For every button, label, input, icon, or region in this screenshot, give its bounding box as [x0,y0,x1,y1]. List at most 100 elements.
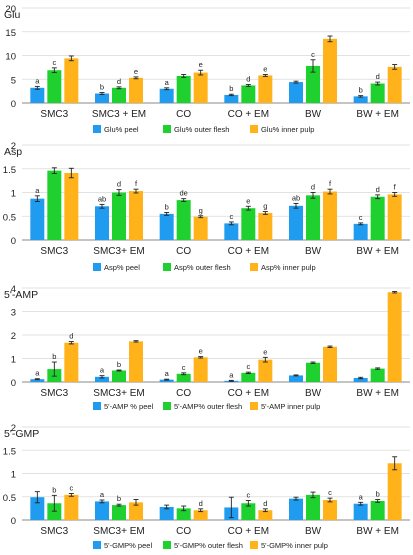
bar [193,357,208,382]
chart-panel: 0 0.5 1 1.5 25'-GMP b c SMC3 a b SMC3+ EM d CO c d CO +… [3,423,410,550]
significance-letter: d [199,499,203,508]
bar [353,503,368,520]
category-label: SMC3 [40,109,68,120]
legend-swatch [93,541,101,549]
category-label: CO [176,388,191,399]
significance-letter: a [35,76,40,85]
legend-label: 5'-GMP% outer flesh [174,541,243,550]
significance-letter: c [328,488,332,497]
y-tick-label: 0.5 [3,212,16,223]
legend-label: 5'-AMP % peel [104,402,154,411]
significance-letter: f [329,179,332,188]
bar [30,497,45,520]
bar [289,375,303,382]
category-label: CO + EM [228,388,269,399]
bar [176,508,191,520]
significance-letter: c [246,490,250,499]
significance-letter: a [100,366,105,375]
bar [30,379,45,382]
panel-title: Asp [4,146,22,158]
significance-letter: a [165,78,170,87]
legend-swatch [250,125,258,133]
category-label: BW + EM [356,246,399,257]
bar [64,494,79,520]
y-tick-label: 0 [11,378,16,389]
significance-letter: d [117,77,121,86]
bar [159,506,174,520]
category-label: SMC3 [40,526,68,537]
bar [95,93,109,103]
bar [129,77,143,103]
bar [306,494,320,520]
bar [64,173,79,240]
significance-letter: a [100,490,105,499]
significance-letter: b [117,494,121,503]
significance-letter: d [311,183,315,192]
significance-letter: g [199,206,203,215]
y-tick-label: 2 [11,423,16,434]
bar [64,342,79,382]
legend-swatch [93,125,101,133]
significance-letter: f [394,183,397,192]
significance-letter: e [263,347,267,356]
bar [159,88,174,103]
legend-swatch [250,541,258,549]
significance-letter: b [52,352,56,361]
y-tick-label: 20 [5,4,16,15]
panel-title: 5'-GMP [4,428,39,440]
legend-label: 5'-AMP inner pulp [261,402,320,411]
y-tick-label: 1.5 [3,165,16,176]
significance-letter: d [263,499,267,508]
category-label: CO + EM [228,246,269,257]
y-tick-label: 3 [11,308,16,319]
bar [159,379,174,382]
legend-swatch [250,402,258,410]
bar [176,75,191,103]
chart-panel: 0 1 2 3 45'-AMP a b d SMC3 a b SMC3+ EM a c e CO a c e CO +… [4,284,410,411]
significance-letter: e [199,60,203,69]
bar [323,38,337,103]
legend-label: Asp% inner pulp [261,263,316,272]
bar [64,58,79,103]
bar [289,498,303,520]
panel-title: Glu [4,9,21,21]
category-label: SMC3+ EM [93,246,144,257]
bar [224,223,239,240]
bar [387,66,402,103]
bar [289,205,303,240]
bar [241,85,256,103]
y-tick-label: 1 [11,189,16,200]
bar [159,213,174,240]
bar [370,196,385,240]
significance-letter: b [100,83,104,92]
category-label: BW [305,388,322,399]
category-label: CO + EM [228,109,269,120]
bar [241,208,256,240]
significance-letter: a [35,186,40,195]
bar [241,372,256,382]
bar [241,503,256,520]
y-tick-label: 4 [11,284,16,295]
bar [47,170,62,240]
bar [306,195,320,240]
bar [306,65,320,103]
significance-letter: d [246,74,250,83]
y-tick-label: 1 [11,355,16,366]
significance-letter: d [69,332,73,341]
significance-letter: b [52,485,56,494]
bar [95,376,109,382]
bar [47,70,62,103]
y-tick-label: 0.5 [3,493,16,504]
bar [387,292,402,382]
significance-letter: ab [98,194,106,203]
y-tick-label: 1 [11,470,16,481]
legend-swatch [163,541,171,549]
bar [129,502,143,520]
bar [224,94,239,103]
bar [112,505,126,520]
category-label: SMC3 [40,246,68,257]
significance-letter: d [376,185,380,194]
significance-letter: b [229,84,233,93]
significance-letter: c [182,363,186,372]
